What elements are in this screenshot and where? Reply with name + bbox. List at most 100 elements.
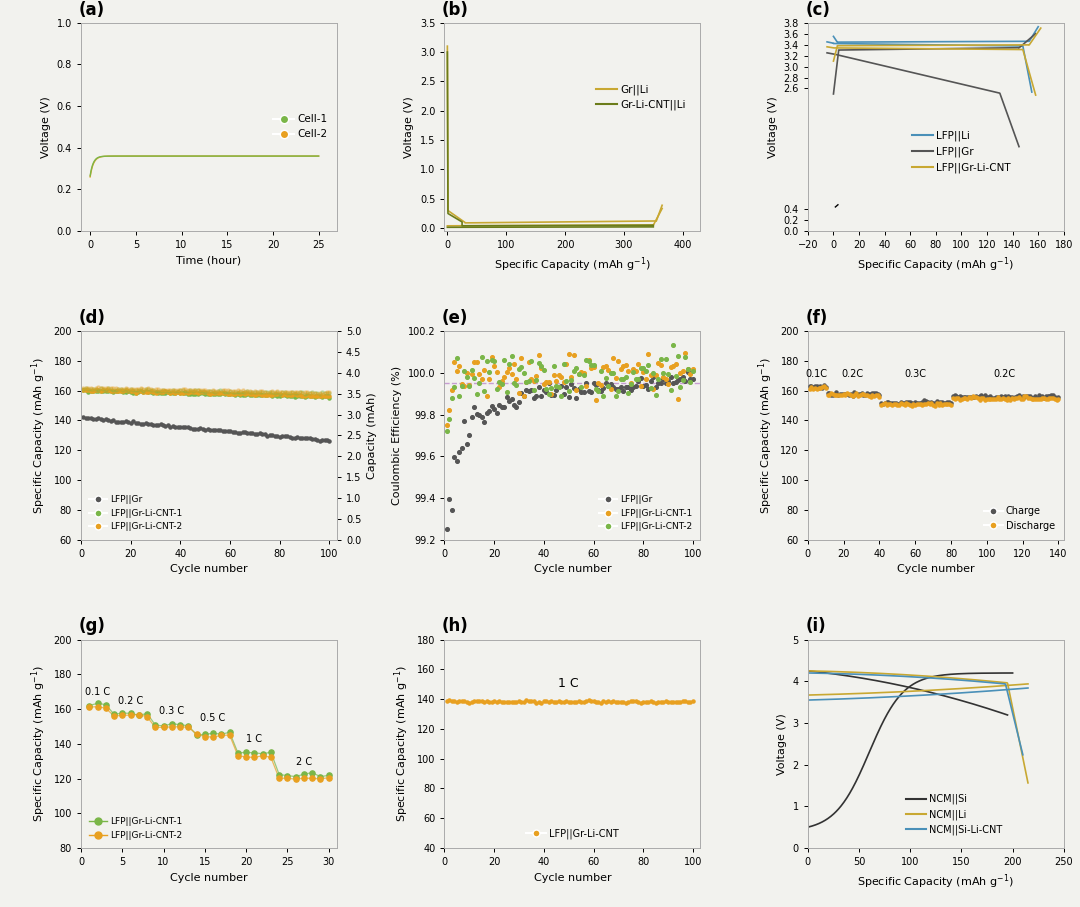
Point	[674, 373, 691, 387]
Point	[127, 383, 145, 397]
Point	[105, 381, 122, 395]
Point	[685, 372, 702, 386]
Point	[309, 433, 326, 447]
Point	[575, 695, 592, 709]
Point	[298, 388, 315, 403]
Point	[179, 385, 197, 400]
Point	[567, 391, 584, 405]
Point	[206, 386, 224, 401]
Point	[281, 430, 298, 444]
Point	[259, 385, 276, 400]
Point	[645, 382, 662, 396]
Point	[238, 746, 255, 760]
Point	[912, 396, 929, 411]
Point	[114, 414, 132, 429]
Point	[652, 352, 670, 366]
Point	[603, 695, 620, 709]
Point	[213, 728, 230, 743]
Point	[657, 352, 674, 366]
Point	[532, 361, 550, 375]
Point	[553, 370, 570, 385]
Point	[229, 748, 246, 763]
Point	[252, 387, 269, 402]
Point	[542, 694, 559, 708]
Point	[848, 387, 865, 402]
Point	[216, 386, 233, 401]
Point	[853, 386, 870, 401]
Point	[239, 384, 256, 398]
Point	[78, 411, 95, 425]
Point	[172, 385, 189, 400]
Point	[458, 366, 475, 381]
Point	[214, 424, 231, 438]
Point	[528, 369, 545, 384]
Text: (c): (c)	[806, 1, 831, 18]
Point	[216, 383, 233, 397]
Point	[298, 431, 315, 445]
Point	[234, 385, 252, 399]
Point	[315, 386, 333, 401]
Point	[511, 386, 528, 401]
Point	[241, 385, 258, 400]
Point	[189, 422, 206, 436]
Point	[989, 389, 1007, 404]
Text: (a): (a)	[79, 1, 105, 18]
Point	[130, 382, 147, 396]
Point	[666, 695, 684, 709]
Point	[567, 694, 584, 708]
Point	[461, 696, 478, 710]
Point	[106, 707, 123, 721]
Point	[654, 695, 672, 709]
Point	[231, 386, 248, 401]
Point	[917, 394, 934, 408]
Point	[488, 382, 505, 396]
Point	[1009, 391, 1026, 405]
Point	[99, 384, 117, 398]
Point	[117, 381, 134, 395]
Point	[801, 382, 819, 396]
Point	[110, 382, 127, 396]
Point	[948, 388, 966, 403]
Point	[810, 381, 827, 395]
Point	[229, 386, 246, 401]
Point	[194, 385, 212, 400]
Point	[632, 379, 649, 394]
Point	[311, 434, 328, 448]
Point	[301, 386, 319, 401]
Point	[92, 384, 109, 398]
Point	[216, 385, 233, 400]
Point	[213, 727, 230, 741]
Point	[617, 380, 634, 395]
Point	[120, 415, 137, 430]
Point	[458, 370, 475, 385]
Point	[87, 381, 105, 395]
Point	[876, 395, 893, 410]
Point	[90, 411, 107, 425]
Point	[216, 385, 233, 399]
Point	[170, 384, 187, 398]
Point	[810, 381, 827, 395]
Point	[286, 387, 303, 402]
Point	[666, 375, 684, 389]
Point	[145, 385, 162, 400]
Point	[164, 383, 181, 397]
Point	[1017, 389, 1035, 404]
Point	[674, 370, 691, 385]
Point	[145, 385, 162, 399]
Point	[677, 374, 694, 388]
Point	[221, 387, 239, 402]
Y-axis label: Capacity (mAh): Capacity (mAh)	[367, 392, 377, 479]
Point	[191, 384, 208, 398]
Point	[595, 360, 612, 375]
Point	[80, 382, 97, 396]
Point	[677, 350, 694, 365]
Point	[521, 374, 538, 388]
Point	[214, 385, 231, 400]
Point	[227, 387, 244, 402]
Point	[114, 385, 132, 399]
Point	[916, 396, 933, 411]
Point	[306, 389, 323, 404]
Point	[957, 391, 974, 405]
Point	[1025, 390, 1042, 405]
Point	[1050, 392, 1067, 406]
